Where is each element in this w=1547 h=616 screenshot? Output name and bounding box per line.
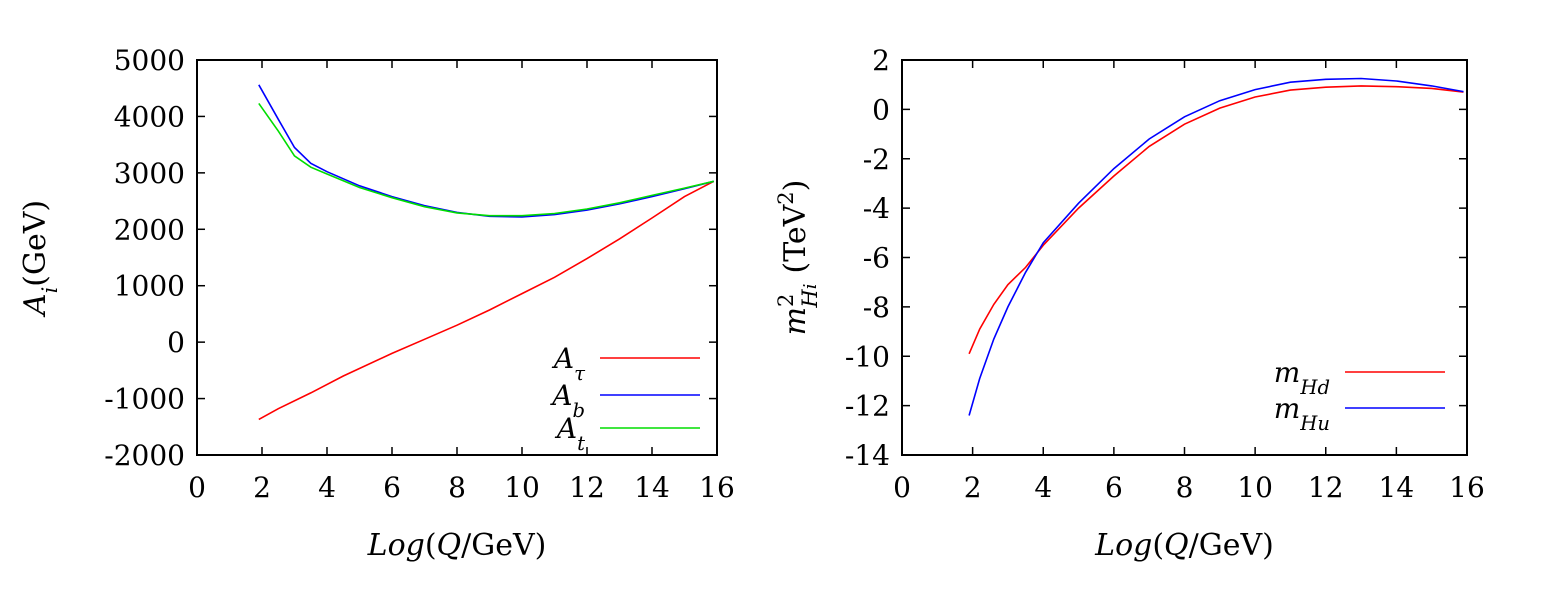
x-tick-label: 12 [1308, 471, 1344, 504]
x-axis-title: Log(Q/GeV) [1094, 528, 1274, 563]
x-axis-title: Log(Q/GeV) [367, 528, 547, 563]
y-tick-label: 2 [872, 44, 890, 77]
x-tick-label: 2 [964, 471, 982, 504]
legend-label-a-t: At [554, 412, 585, 455]
x-tick-label: 0 [893, 471, 911, 504]
y-tick-label: -14 [845, 439, 890, 472]
x-tick-label: 8 [448, 471, 466, 504]
y-tick-label: -12 [845, 390, 890, 423]
y-tick-label: 0 [872, 93, 890, 126]
y-tick-label: -1000 [104, 383, 185, 416]
y-tick-label: 5000 [114, 44, 185, 77]
y-tick-label: 0 [167, 326, 185, 359]
y-axis-title: m2Hi(TeV2) [774, 180, 822, 336]
x-tick-label: 10 [1237, 471, 1273, 504]
y-axis-title: Ai(GeV) [18, 200, 62, 318]
x-tick-label: 16 [699, 471, 735, 504]
y-tick-label: 2000 [114, 213, 185, 246]
x-tick-label: 4 [1034, 471, 1052, 504]
x-tick-label: 4 [318, 471, 336, 504]
y-tick-label: 3000 [114, 157, 185, 190]
legend-label-a-: Aτ [551, 342, 586, 385]
y-tick-label: -2000 [104, 439, 185, 472]
series-line-a- [258, 180, 715, 421]
x-tick-label: 14 [634, 471, 670, 504]
y-tick-label: -4 [863, 192, 890, 225]
y-tick-label: 1000 [114, 270, 185, 303]
y-tick-label: -2 [863, 143, 890, 176]
y-tick-label: 4000 [114, 100, 185, 133]
legend-label-a-b: Ab [549, 379, 585, 422]
y-tick-label: -6 [863, 242, 890, 275]
series-line-a-t [258, 102, 714, 217]
y-tick-label: -8 [863, 291, 890, 324]
plot-frame [901, 59, 1468, 456]
x-tick-label: 14 [1379, 471, 1415, 504]
legend-label-m-h-d-: mHd [1274, 356, 1330, 399]
x-tick-label: 0 [188, 471, 206, 504]
x-tick-label: 2 [253, 471, 271, 504]
y-tick-label: -10 [845, 340, 890, 373]
x-tick-label: 16 [1449, 471, 1485, 504]
x-tick-label: 10 [504, 471, 540, 504]
series-line-m-h-u- [968, 77, 1464, 416]
legend-label-m-h-u-: mHu [1274, 392, 1330, 435]
left-chart-ai-vs-logq: 0 2 4 6 8 10 12 14 16 -2000 -1000 0 1000 2000 3000 4000… [18, 44, 735, 563]
x-tick-label: 12 [569, 471, 605, 504]
series-line-m-h-d- [968, 85, 1464, 355]
x-tick-label: 6 [1105, 471, 1123, 504]
x-tick-label: 8 [1176, 471, 1194, 504]
x-tick-label: 6 [383, 471, 401, 504]
right-chart-mhi-vs-logq: 0 2 4 6 8 10 12 14 16 -14 -12 -10 -8 -6 -4 -2 0 2 Log(Q/Ge… [774, 44, 1485, 563]
